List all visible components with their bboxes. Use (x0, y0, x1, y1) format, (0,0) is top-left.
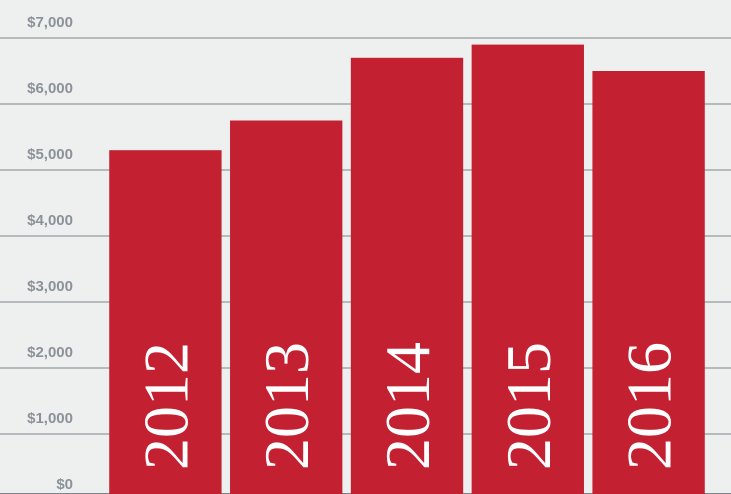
category-label: 2016 (614, 342, 685, 470)
category-label: 2015 (493, 342, 564, 470)
y-tick-label: $5,000 (27, 146, 73, 163)
bar (471, 44, 584, 494)
bar (230, 120, 343, 494)
y-tick-label: $3,000 (27, 278, 73, 295)
y-tick-label: $1,000 (27, 410, 73, 427)
bar (350, 57, 464, 494)
y-tick-label: $6,000 (27, 80, 73, 97)
y-tick-label: $4,000 (27, 212, 73, 229)
y-tick-label: $0 (56, 476, 73, 493)
bar (592, 71, 705, 494)
y-tick-label: $2,000 (27, 344, 73, 361)
bar (109, 150, 222, 494)
category-label: 2012 (130, 342, 201, 470)
category-label: 2014 (372, 342, 443, 470)
category-label: 2013 (251, 342, 322, 470)
y-tick-label: $7,000 (27, 14, 73, 31)
